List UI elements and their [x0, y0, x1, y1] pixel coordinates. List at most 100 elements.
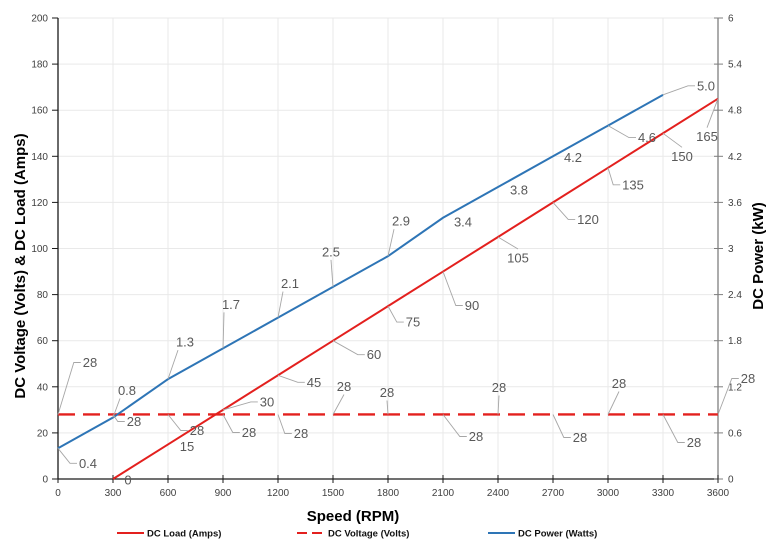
data-label-dc-power-watts: 2.5	[322, 244, 340, 259]
data-label-dc-load-amps: 90	[465, 298, 479, 313]
leader-line	[167, 349, 179, 380]
leader-line	[222, 401, 258, 411]
series-line-dc-load-amps	[112, 97, 719, 480]
leader-line	[442, 271, 463, 306]
y2-tick-label: 5.4	[728, 60, 742, 71]
x-tick-label: 0	[55, 488, 61, 499]
leader-line	[167, 414, 188, 431]
data-label-dc-power-watts: 4.2	[564, 150, 582, 165]
leader-line	[332, 340, 365, 356]
y-tick-label: 140	[31, 152, 48, 163]
leader-line	[277, 414, 292, 434]
y2-tick-label: 2.4	[728, 290, 742, 301]
legend-label-dc-power: DC Power (Watts)	[518, 529, 597, 540]
data-label-dc-voltage-volts: 28	[741, 371, 755, 386]
leader-line	[717, 378, 739, 415]
data-label-dc-load-amps: 0	[124, 473, 131, 488]
y-tick-label: 0	[42, 475, 48, 486]
legend: DC Load (Amps) DC Voltage (Volts) DC Pow…	[117, 529, 597, 540]
data-label-dc-power-watts: 0.4	[79, 456, 97, 471]
data-label-dc-power-watts: 2.1	[281, 276, 299, 291]
leader-line	[662, 85, 695, 96]
y2-tick-label: 1.2	[728, 382, 742, 393]
data-label-dc-voltage-volts: 28	[612, 376, 626, 391]
y-tick-label: 20	[37, 428, 49, 439]
data-label-dc-power-watts: 3.8	[510, 183, 528, 198]
data-label-dc-load-amps: 135	[622, 177, 644, 192]
x-tick-label: 1500	[322, 488, 345, 499]
data-label-dc-voltage-volts: 28	[469, 429, 483, 444]
data-label-dc-voltage-volts: 28	[337, 379, 351, 394]
leader-line	[222, 414, 240, 433]
leader-line	[386, 400, 389, 415]
leader-line	[442, 414, 467, 437]
leader-line	[706, 98, 719, 128]
y-axis-title: DC Voltage (Volts) & DC Load (Amps)	[12, 133, 29, 398]
data-label-dc-voltage-volts: 28	[492, 380, 506, 395]
leader-line	[222, 312, 225, 349]
legend-item-dc-power: DC Power (Watts)	[488, 529, 597, 540]
data-label-dc-voltage-volts: 28	[127, 414, 141, 429]
data-label-dc-voltage-volts: 28	[83, 355, 97, 370]
data-label-dc-load-amps: 15	[180, 439, 194, 454]
leader-line	[277, 291, 284, 318]
y2-tick-label: 6	[728, 14, 734, 25]
y2-tick-label: 3	[728, 244, 734, 255]
y-tick-label: 40	[37, 382, 49, 393]
leader-line	[497, 395, 500, 415]
legend-item-dc-load: DC Load (Amps)	[117, 529, 221, 540]
data-label-dc-voltage-volts: 28	[380, 385, 394, 400]
y-tick-label: 160	[31, 106, 48, 117]
y2-tick-label: 3.6	[728, 198, 742, 209]
y-tick-label: 200	[31, 14, 48, 25]
y-tick-label: 120	[31, 198, 48, 209]
series-line-dc-power-watts	[57, 93, 664, 450]
legend-label-dc-voltage: DC Voltage (Volts)	[328, 529, 409, 540]
data-label-dc-load-amps: 75	[406, 315, 420, 330]
legend-item-dc-voltage: DC Voltage (Volts)	[297, 529, 409, 540]
x-tick-label: 2400	[487, 488, 510, 499]
y2-tick-label: 1.8	[728, 336, 742, 347]
y-tick-label: 80	[37, 290, 49, 301]
data-label-dc-load-amps: 120	[577, 212, 599, 227]
data-label-dc-power-watts: 1.7	[222, 297, 240, 312]
data-label-dc-power-watts: 3.4	[454, 214, 472, 229]
data-label-dc-load-amps: 45	[307, 375, 321, 390]
x-tick-label: 2100	[432, 488, 455, 499]
x-tick-label: 1200	[267, 488, 290, 499]
data-label-dc-voltage-volts: 28	[242, 425, 256, 440]
leader-line	[332, 394, 345, 415]
leader-line	[552, 202, 576, 220]
leader-line	[330, 259, 334, 287]
x-tick-label: 3300	[652, 488, 675, 499]
x-tick-label: 1800	[377, 488, 400, 499]
leader-line	[662, 414, 685, 443]
data-label-dc-power-watts: 2.9	[392, 214, 410, 229]
x-tick-label: 2700	[542, 488, 565, 499]
leader-line	[497, 236, 519, 250]
x-tick-label: 3600	[707, 488, 730, 499]
leader-line	[607, 391, 620, 415]
y2-tick-label: 0	[728, 475, 734, 486]
x-tick-label: 3000	[597, 488, 620, 499]
y-tick-label: 60	[37, 336, 49, 347]
data-label-dc-power-watts: 4.6	[638, 130, 656, 145]
leader-line	[277, 374, 305, 383]
leader-line	[387, 305, 404, 323]
data-label-dc-load-amps: 105	[507, 250, 529, 265]
leader-line	[607, 167, 621, 186]
y2-tick-label: 4.2	[728, 152, 742, 163]
data-label-dc-load-amps: 150	[671, 149, 693, 164]
x-tick-label: 900	[215, 488, 232, 499]
leader-line	[552, 414, 571, 438]
data-label-dc-power-watts: 1.3	[176, 335, 194, 350]
y2-tick-label: 4.8	[728, 106, 742, 117]
data-label-dc-voltage-volts: 28	[687, 435, 701, 450]
leader-line	[112, 398, 121, 418]
x-tick-label: 300	[105, 488, 122, 499]
leader-line	[57, 362, 81, 415]
legend-label-dc-load: DC Load (Amps)	[147, 529, 221, 540]
y2-tick-label: 0.6	[728, 428, 742, 439]
